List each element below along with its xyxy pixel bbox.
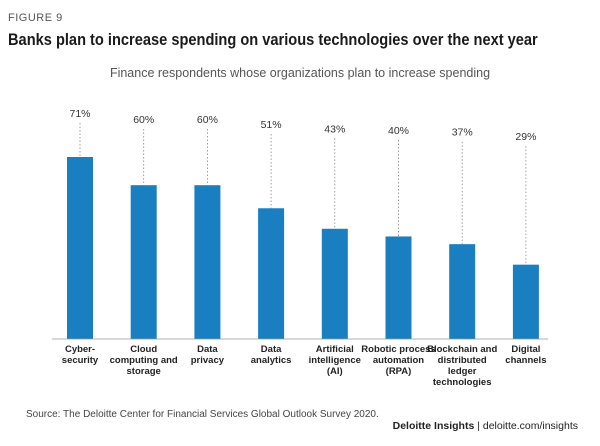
- bar: [449, 244, 476, 339]
- category-label: Cyber-security: [61, 344, 99, 366]
- bar: [258, 208, 285, 339]
- category-label: Digital channels: [505, 344, 547, 366]
- bar: [194, 185, 221, 339]
- bar: [321, 228, 348, 339]
- value-label: 60%: [133, 114, 154, 126]
- footer-url[interactable]: deloitte.com/insights: [482, 420, 578, 432]
- value-label: 71%: [69, 108, 90, 120]
- category-label: Artificial intelligence (AI): [308, 344, 361, 377]
- chart-title: Banks plan to increase spending on vario…: [8, 30, 538, 49]
- value-label: 43%: [324, 123, 345, 135]
- footer-credit: Deloitte Insights | deloitte.com/insight…: [393, 420, 578, 432]
- source-note: Source: The Deloitte Center for Financia…: [26, 409, 379, 420]
- footer-separator: |: [474, 420, 483, 432]
- bar: [512, 264, 539, 339]
- category-label: Data privacy: [190, 344, 225, 366]
- bar: [130, 185, 157, 339]
- value-label: 51%: [261, 119, 282, 131]
- category-label: Cloud computing and storage: [109, 344, 178, 377]
- value-label: 37%: [452, 127, 473, 139]
- brand-name: Deloitte Insights: [392, 420, 475, 432]
- chart-subtitle: Finance respondents whose organizations …: [109, 66, 491, 80]
- value-label: 60%: [197, 114, 218, 126]
- category-label: Data analytics: [250, 344, 292, 366]
- value-label: 40%: [388, 125, 409, 137]
- figure-label: FIGURE 9: [8, 12, 63, 24]
- category-label: Blockchain and distributed ledger technolog…: [427, 344, 498, 388]
- bar: [385, 236, 412, 339]
- value-label: 29%: [515, 131, 536, 143]
- bar: [67, 157, 93, 339]
- category-label: Robotic process automation (RPA): [361, 344, 436, 377]
